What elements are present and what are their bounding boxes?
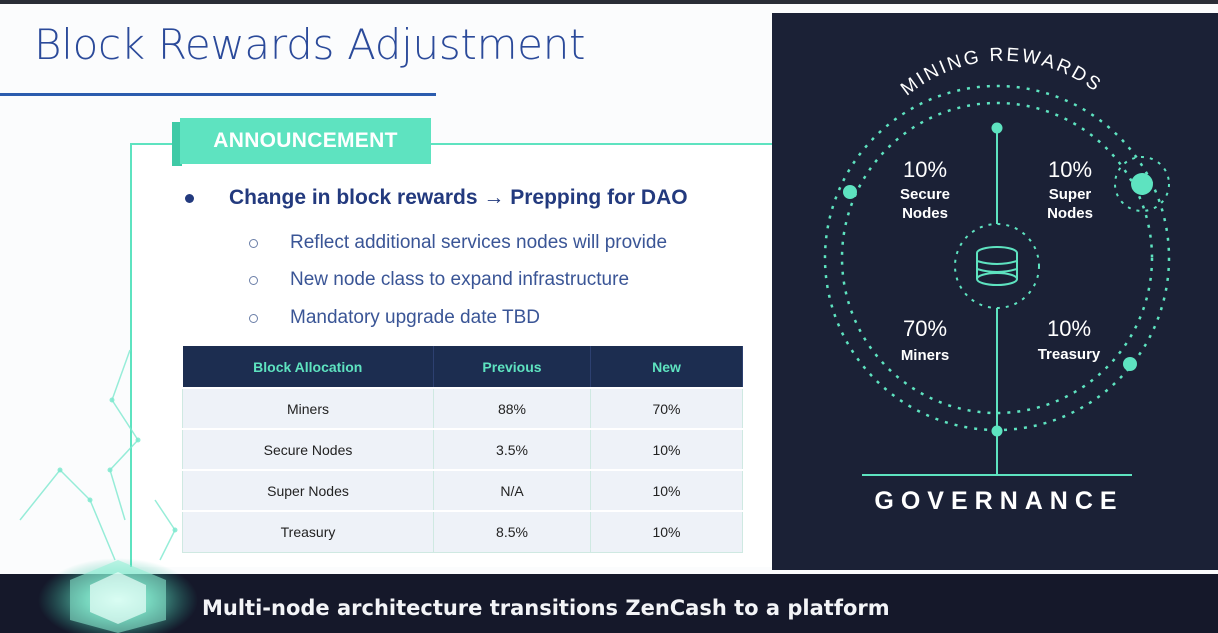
segment-labels: 10% Secure Nodes 10% Super Nodes 70% Min…: [900, 157, 1101, 364]
mining-rewards-diagram: MINING REWARDS 10% Secure Nodes 10% Supe: [823, 45, 1171, 515]
sub-bullet-text: Reflect additional services nodes will p…: [290, 232, 668, 253]
miners-label: Miners: [901, 347, 949, 364]
table-row: Super Nodes N/A 10%: [182, 469, 743, 512]
treasury-percent: 10%: [1047, 316, 1091, 341]
table-cell: 8.5%: [433, 510, 591, 553]
window-top-strip: [0, 0, 1218, 4]
slide-title: Block Rewards Adjustment: [34, 20, 586, 69]
table-header-row: Block Allocation Previous New: [182, 346, 743, 388]
sub-bullet: Reflect additional services nodes will p…: [249, 232, 667, 254]
announcement-tab: ANNOUNCEMENT: [180, 118, 431, 164]
arc-title: MINING REWARDS: [897, 45, 1106, 101]
title-underline: [0, 93, 436, 96]
node-dot-top: [991, 122, 1003, 134]
secure-nodes-percent: 10%: [903, 157, 947, 182]
bullet-dot: [185, 193, 194, 203]
table-cell: 70%: [590, 387, 743, 430]
main-bullet-text: Change in block rewards → Prepping for D…: [229, 186, 688, 209]
bullet-ring-icon: [249, 313, 258, 323]
announcement-label: ANNOUNCEMENT: [213, 129, 398, 152]
super-nodes-label: Super: [1049, 186, 1092, 203]
table-row: Treasury 8.5% 10%: [182, 510, 743, 553]
column-header: New: [590, 346, 743, 388]
node-dot-left: [843, 185, 857, 199]
allocation-table: Block Allocation Previous New Miners 88%…: [182, 346, 743, 553]
node-dot-right: [1131, 173, 1153, 195]
miners-percent: 70%: [903, 316, 947, 341]
table-cell: Miners: [182, 387, 434, 430]
column-header: Previous: [433, 346, 591, 388]
table-row: Miners 88% 70%: [182, 387, 743, 430]
governance-panel: MINING REWARDS 10% Secure Nodes 10% Supe: [772, 13, 1218, 570]
arc-title-text: MINING REWARDS: [897, 45, 1103, 101]
node-dot-right-ring: [1114, 156, 1170, 212]
middle-dashed-ring: [840, 101, 1154, 415]
sub-bullet-text: New node class to expand infrastructure: [290, 269, 630, 290]
announcement-tab-fold: [172, 122, 182, 166]
governance-label: GOVERNANCE: [874, 487, 1123, 515]
caption-bar: [0, 574, 1218, 633]
table-cell: 10%: [590, 428, 743, 471]
bullet-ring-icon: [249, 238, 258, 248]
sub-bullet: Mandatory upgrade date TBD: [249, 307, 540, 329]
table-cell: 10%: [590, 510, 743, 553]
secure-nodes-label: Secure: [900, 186, 950, 203]
table-cell: 88%: [433, 387, 591, 430]
sub-bullet-text: Mandatory upgrade date TBD: [290, 307, 540, 328]
treasury-label: Treasury: [1038, 346, 1101, 363]
node-dot-lower-right: [1123, 357, 1137, 371]
table-cell: Secure Nodes: [182, 428, 434, 471]
caption-text: Multi-node architecture transitions ZenC…: [202, 596, 890, 620]
secure-nodes-label: Nodes: [902, 205, 948, 222]
table-cell: 3.5%: [433, 428, 591, 471]
main-bullet: Change in block rewards → Prepping for D…: [185, 186, 688, 210]
table-cell: Super Nodes: [182, 469, 434, 512]
table-row: Secure Nodes 3.5% 10%: [182, 428, 743, 471]
table-cell: N/A: [433, 469, 591, 512]
super-nodes-percent: 10%: [1048, 157, 1092, 182]
coins-icon: [976, 246, 1018, 286]
super-nodes-label: Nodes: [1047, 205, 1093, 222]
sub-bullet: New node class to expand infrastructure: [249, 269, 629, 291]
table-cell: Treasury: [182, 510, 434, 553]
bullet-ring-icon: [249, 275, 258, 285]
node-dot-bottom: [991, 425, 1003, 437]
column-header: Block Allocation: [182, 346, 434, 388]
table-cell: 10%: [590, 469, 743, 512]
